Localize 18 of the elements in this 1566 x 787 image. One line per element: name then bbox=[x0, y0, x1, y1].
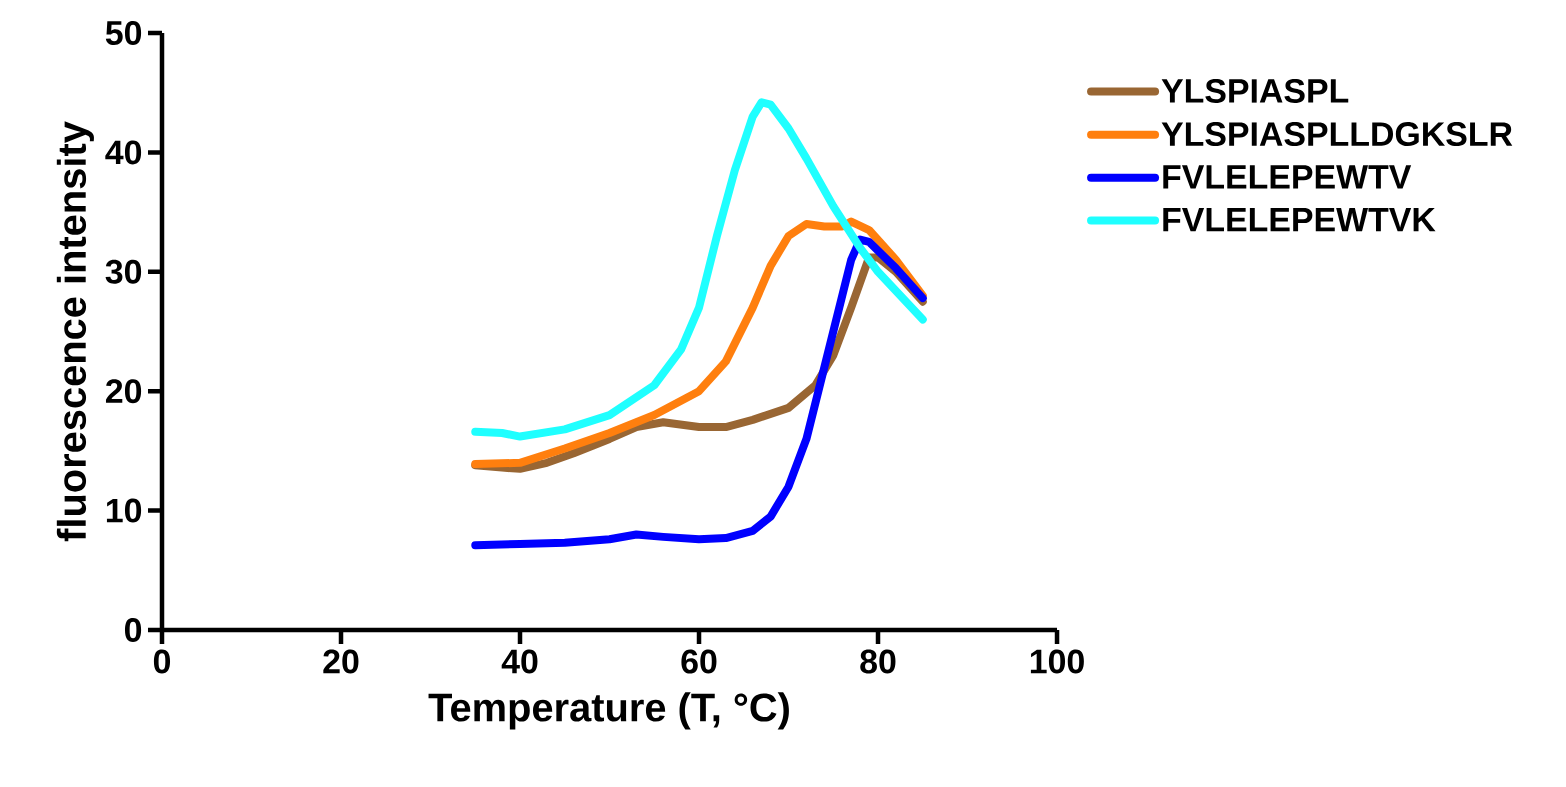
x-tick-label: 20 bbox=[323, 649, 359, 674]
x-tick-label: 100 bbox=[1030, 649, 1084, 674]
x-tick-label: 80 bbox=[860, 649, 896, 674]
legend-label: FVLELEPEWTVK bbox=[1163, 208, 1436, 232]
y-tick-label: 10 bbox=[106, 498, 142, 523]
y-tick-label: 20 bbox=[105, 379, 142, 404]
y-axis-title: fluorescence intensity bbox=[56, 121, 94, 542]
legend-label: YLSPIASPLLDGKSLR bbox=[1161, 122, 1513, 147]
x-tick-label: 0 bbox=[153, 649, 171, 674]
x-tick-label: 60 bbox=[681, 649, 717, 674]
y-tick-label: 30 bbox=[105, 259, 142, 284]
y-tick-label: 0 bbox=[124, 618, 142, 642]
y-tick-label: 50 bbox=[105, 20, 142, 45]
legend-label: YLSPIASPL bbox=[1161, 78, 1349, 103]
legend-label: FVLELEPEWTV bbox=[1163, 165, 1412, 189]
y-tick-label: 40 bbox=[105, 140, 142, 165]
x-axis-title: Temperature (T, °C) bbox=[428, 692, 789, 730]
x-tick-label: 40 bbox=[501, 649, 538, 674]
